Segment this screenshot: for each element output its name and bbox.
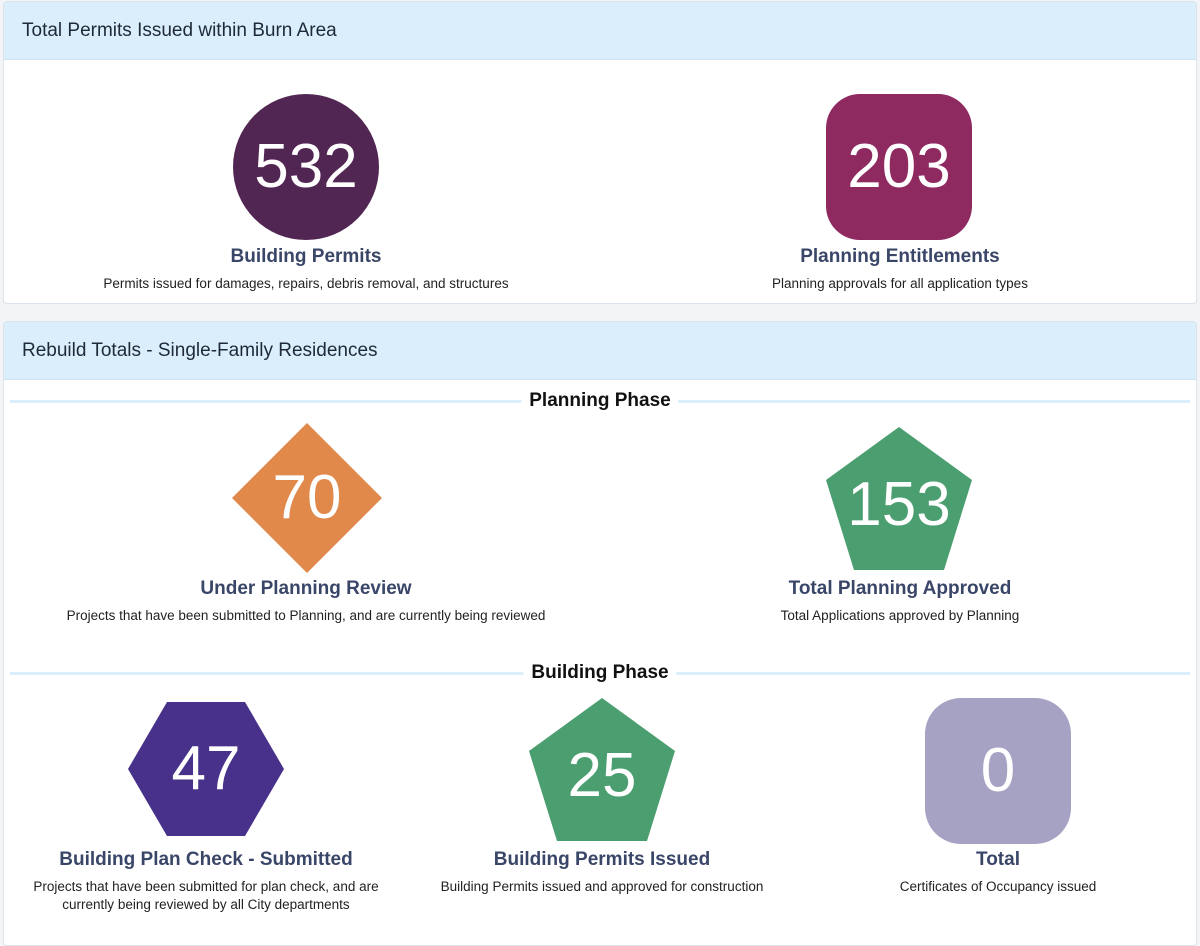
certificates-total-value: 0 [980, 736, 1016, 805]
under-planning-review-metric: 70 Under Planning Review Projects that h… [34, 423, 578, 628]
certificates-total-description: Certificates of Occupancy issued [899, 879, 1097, 894]
permits-panel-title: Total Permits Issued within Burn Area [4, 2, 1196, 60]
total-planning-approved-description: Total Applications approved by Planning [780, 608, 1020, 623]
total-planning-approved-pentagon: 153 [826, 427, 972, 570]
planning-entitlements-metric: 203 Planning Entitlements Planning appro… [628, 94, 1172, 299]
building-permits-issued-description: Building Permits issued and approved for… [440, 879, 764, 894]
certificates-total-square: 0 [925, 698, 1071, 844]
rebuild-panel-title: Rebuild Totals - Single-Family Residence… [4, 322, 1196, 380]
building-permits-issued-label: Building Permits Issued [493, 849, 711, 870]
building-phase-title: Building Phase [523, 662, 677, 684]
planning-entitlements-description: Planning approvals for all application t… [772, 276, 1028, 291]
building-plan-check-description: Projects that have been submitted for pl… [33, 879, 379, 912]
certificates-total-metric: 0 Total Certificates of Occupancy issued [816, 698, 1180, 918]
building-plan-check-hexagon: 47 [128, 702, 284, 836]
building-permits-circle: 532 [233, 94, 379, 240]
building-permits-metric: 532 Building Permits Permits issued for … [34, 94, 578, 299]
building-phase-divider: Building Phase [10, 662, 1190, 684]
building-permits-issued-value: 25 [567, 740, 637, 810]
total-planning-approved-metric: 153 Total Planning Approved Total Applic… [628, 423, 1172, 628]
building-plan-check-label: Building Plan Check - Submitted [59, 849, 353, 870]
planning-phase-divider: Planning Phase [10, 390, 1190, 412]
planning-entitlements-value: 203 [847, 132, 951, 201]
building-permits-value: 532 [254, 132, 358, 201]
permits-panel: Total Permits Issued within Burn Area 53… [3, 1, 1197, 304]
building-permits-issued-metric: 25 Building Permits Issued Building Perm… [420, 698, 784, 918]
rebuild-panel: Rebuild Totals - Single-Family Residence… [3, 321, 1197, 946]
building-plan-check-metric: 47 Building Plan Check - Submitted Proje… [24, 698, 388, 918]
building-permits-description: Permits issued for damages, repairs, deb… [103, 276, 509, 291]
building-permits-label: Building Permits [230, 246, 382, 267]
under-planning-review-value: 70 [272, 463, 342, 532]
under-planning-review-description: Projects that have been submitted to Pla… [66, 608, 546, 623]
under-planning-review-diamond: 70 [232, 423, 382, 573]
planning-entitlements-square: 203 [826, 94, 972, 240]
planning-phase-title: Planning Phase [521, 390, 679, 412]
certificates-total-label: Total [976, 849, 1020, 870]
planning-entitlements-label: Planning Entitlements [800, 246, 1000, 267]
building-plan-check-value: 47 [171, 734, 241, 803]
under-planning-review-label: Under Planning Review [200, 578, 412, 599]
total-planning-approved-label: Total Planning Approved [788, 578, 1012, 599]
total-planning-approved-value: 153 [847, 469, 951, 539]
building-permits-issued-pentagon: 25 [529, 698, 675, 841]
